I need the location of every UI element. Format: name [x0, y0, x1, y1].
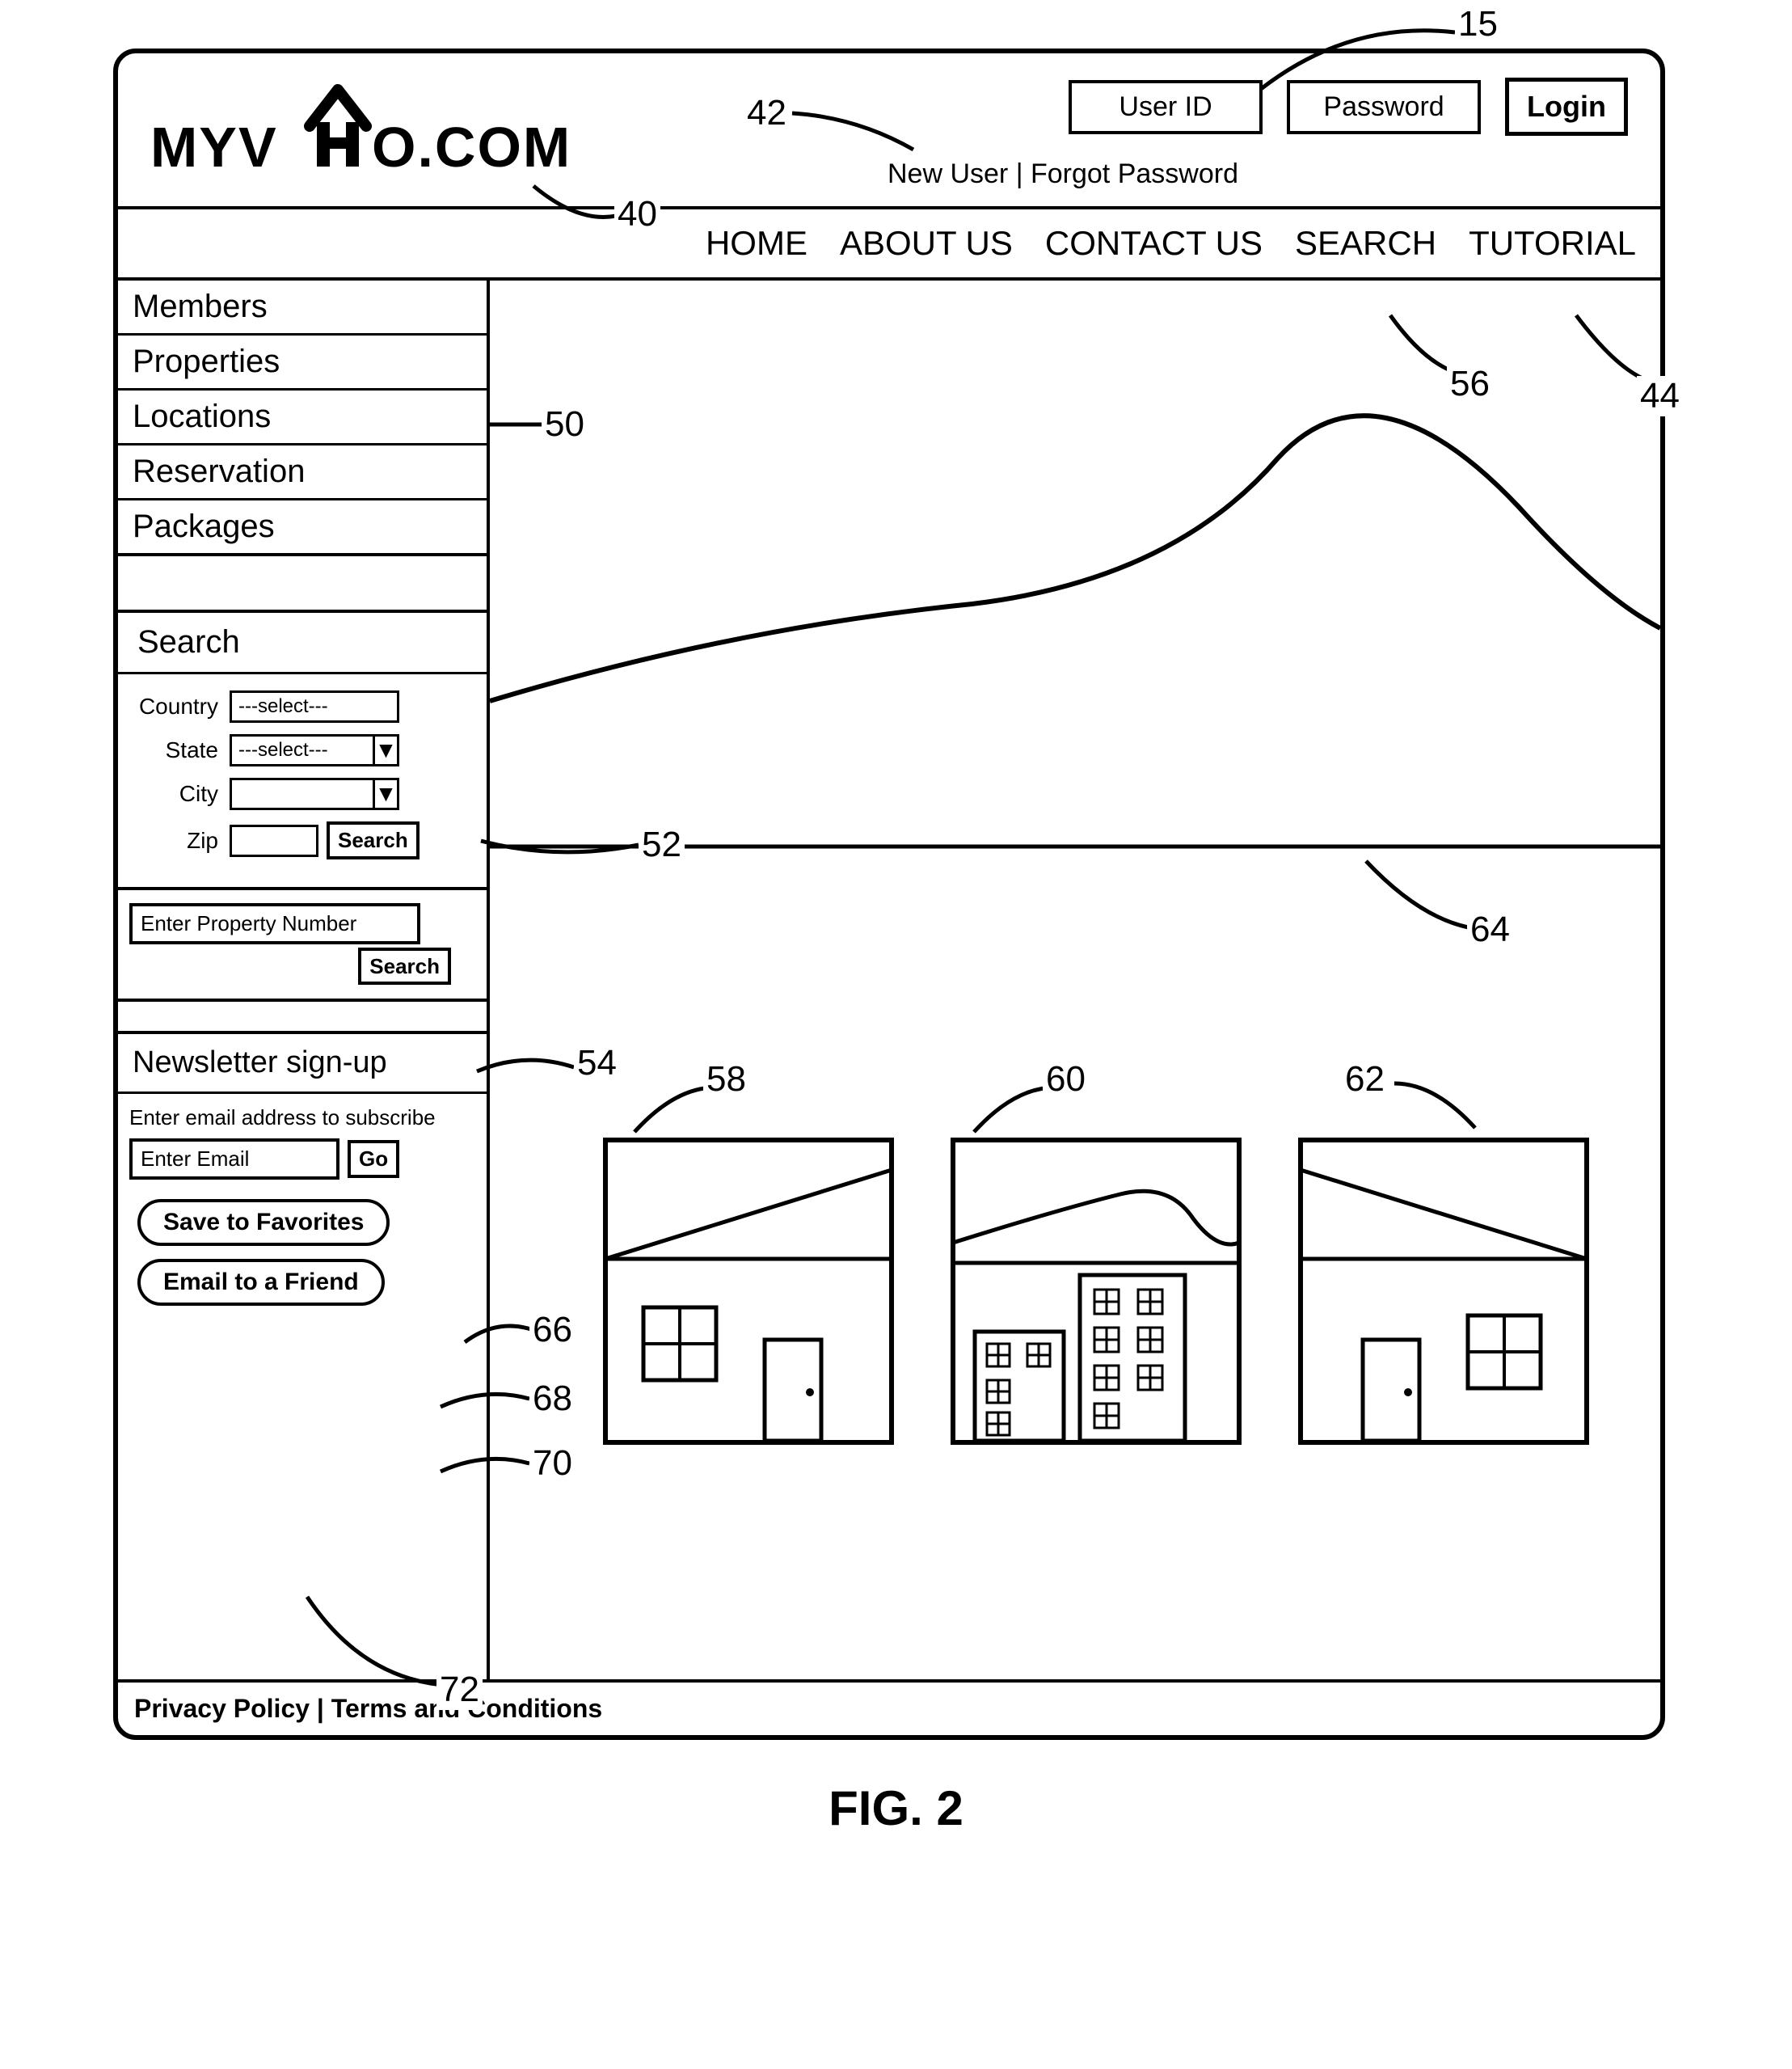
ref-42: 42	[744, 93, 790, 133]
forgot-password-link[interactable]: Forgot Password	[1031, 158, 1238, 189]
footer: Privacy Policy | Terms and Conditions	[118, 1679, 1660, 1735]
zip-input[interactable]	[230, 825, 318, 857]
header: MYV O.COM User ID Password Login	[118, 53, 1660, 209]
ref-72: 72	[436, 1670, 483, 1710]
thumbnail-row	[603, 1138, 1589, 1445]
page-frame: MYV O.COM User ID Password Login	[113, 49, 1665, 1740]
thumbnail-house-2[interactable]	[1298, 1138, 1589, 1445]
privacy-link[interactable]: Privacy Policy	[134, 1694, 310, 1723]
svg-text:MYV: MYV	[150, 116, 278, 179]
sidebar-item-members[interactable]: Members	[118, 281, 487, 336]
nav-search[interactable]: SEARCH	[1295, 224, 1436, 263]
sidebar-item-packages[interactable]: Packages	[118, 500, 487, 553]
figure-caption: FIG. 2	[32, 1780, 1760, 1836]
top-nav: HOME ABOUT US CONTACT US SEARCH TUTORIAL	[118, 209, 1660, 281]
country-select[interactable]: ---select---	[230, 690, 399, 723]
sidebar-item-properties[interactable]: Properties	[118, 336, 487, 391]
hero-graphic	[490, 281, 1660, 1679]
sidebar-item-reservation[interactable]: Reservation	[118, 445, 487, 500]
property-number-input[interactable]: Enter Property Number	[129, 903, 420, 944]
sidebar-item-locations[interactable]: Locations	[118, 391, 487, 445]
ref-15: 15	[1455, 4, 1501, 44]
chevron-down-icon[interactable]: ▼	[373, 737, 397, 764]
country-label: Country	[133, 694, 230, 720]
nav-contact[interactable]: CONTACT US	[1045, 224, 1263, 263]
city-select[interactable]: ▼	[230, 778, 399, 810]
ref-50: 50	[542, 404, 588, 445]
chevron-down-icon[interactable]: ▼	[373, 780, 397, 808]
thumbnail-city[interactable]	[951, 1138, 1242, 1445]
newsletter-email-input[interactable]: Enter Email	[129, 1138, 339, 1180]
userid-input[interactable]: User ID	[1069, 80, 1263, 134]
sidebar: Members Properties Locations Reservation…	[118, 281, 490, 1679]
login-button[interactable]: Login	[1505, 78, 1628, 136]
property-search-button[interactable]: Search	[358, 948, 451, 985]
ref-66: 66	[529, 1310, 576, 1350]
password-input[interactable]: Password	[1287, 80, 1481, 134]
search-form: Country ---select--- State ---select--- …	[118, 674, 487, 887]
newsletter-heading: Newsletter sign-up	[118, 1034, 487, 1094]
ref-60: 60	[1043, 1059, 1089, 1100]
new-user-link[interactable]: New User	[888, 158, 1008, 189]
ref-54: 54	[574, 1043, 620, 1083]
login-links: New User | Forgot Password	[603, 158, 1628, 190]
email-friend-button[interactable]: Email to a Friend	[137, 1259, 385, 1306]
state-label: State	[133, 737, 230, 763]
thumbnail-house-1[interactable]	[603, 1138, 894, 1445]
logo-svg: MYV O.COM	[150, 78, 571, 183]
ref-56: 56	[1447, 364, 1493, 404]
newsletter-go-button[interactable]: Go	[348, 1140, 399, 1178]
nav-home[interactable]: HOME	[706, 224, 807, 263]
save-favorites-button[interactable]: Save to Favorites	[137, 1199, 390, 1246]
main-content	[490, 281, 1660, 1679]
nav-about[interactable]: ABOUT US	[840, 224, 1013, 263]
newsletter-prompt: Enter email address to subscribe	[118, 1094, 487, 1138]
search-button[interactable]: Search	[327, 821, 420, 859]
zip-label: Zip	[133, 828, 230, 854]
ref-40: 40	[614, 194, 660, 234]
search-heading: Search	[118, 613, 487, 674]
nav-tutorial[interactable]: TUTORIAL	[1469, 224, 1636, 263]
ref-64: 64	[1467, 910, 1513, 950]
ref-52: 52	[639, 825, 685, 865]
logo: MYV O.COM	[150, 78, 603, 183]
ref-62: 62	[1342, 1059, 1388, 1100]
state-select[interactable]: ---select--- ▼	[230, 734, 399, 766]
ref-44: 44	[1637, 376, 1683, 416]
newsletter: Newsletter sign-up Enter email address t…	[118, 1034, 487, 1332]
ref-68: 68	[529, 1379, 576, 1419]
ref-58: 58	[703, 1059, 749, 1100]
ref-70: 70	[529, 1443, 576, 1484]
city-label: City	[133, 781, 230, 807]
svg-text:O.COM: O.COM	[372, 116, 571, 179]
